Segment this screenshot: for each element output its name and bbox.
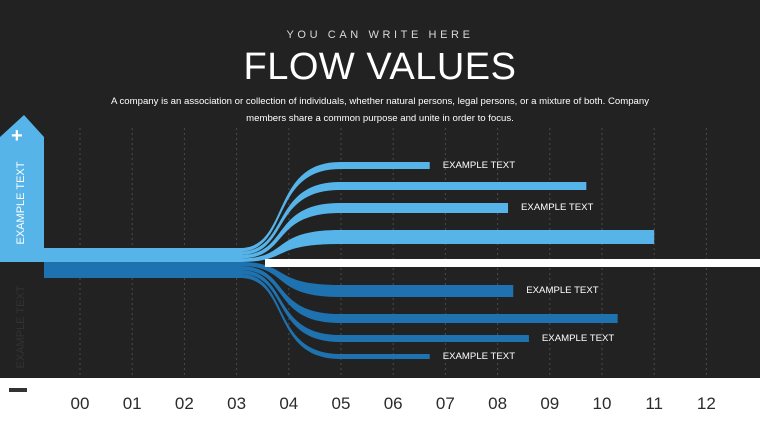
upper-stream [240, 182, 587, 255]
lower-trunk [44, 262, 242, 278]
axis-tick-label: 03 [227, 394, 247, 413]
grid-lines [79, 128, 707, 378]
lower-side-label: EXAMPLE TEXT [15, 285, 27, 369]
lower-stream-label: EXAMPLE TEXT [442, 350, 516, 362]
upper-stream [240, 230, 655, 262]
axis-tick-label: 12 [696, 394, 716, 413]
description: A company is an association or collectio… [100, 93, 660, 127]
divider-line [265, 259, 760, 267]
axis-tick-label: 00 [70, 394, 90, 413]
lower-stream [240, 266, 618, 323]
lower-stream [240, 274, 430, 359]
upper-trunk [44, 248, 242, 262]
upper-side-tab [0, 115, 44, 262]
upper-side-label: EXAMPLE TEXT [15, 161, 27, 245]
description-line-2: members share a common purpose and unite… [246, 113, 514, 124]
axis-tick-label: 11 [645, 394, 664, 413]
axis-tick-label: 09 [540, 394, 560, 413]
upper-streams [44, 162, 655, 262]
axis-tick-label: 05 [331, 394, 351, 413]
axis-tick-label: 04 [279, 394, 299, 413]
axis-tick-label: 06 [383, 394, 403, 413]
lower-stream [240, 262, 514, 297]
plus-icon: + [11, 125, 23, 147]
upper-stream [240, 203, 509, 259]
axis-tick-label: 10 [592, 394, 612, 413]
minus-icon [9, 388, 27, 392]
axis-tick-label: 07 [435, 394, 455, 413]
kicker-text: YOU CAN WRITE HERE [286, 29, 474, 41]
description-line-1: A company is an association or collectio… [110, 96, 650, 107]
upper-stream-label: EXAMPLE TEXT [442, 159, 516, 171]
axis-tick-label: 01 [122, 394, 142, 413]
axis-tick-label: 08 [488, 394, 508, 413]
lower-streams [44, 262, 618, 359]
upper-stream [240, 162, 430, 252]
axis-tick-label: 02 [174, 394, 194, 413]
upper-stream-label: EXAMPLE TEXT [521, 202, 594, 213]
page-title: FLOW VALUES [243, 46, 517, 88]
lower-stream-label: EXAMPLE TEXT [526, 285, 599, 296]
axis-bar [0, 378, 760, 428]
lower-stream-label: EXAMPLE TEXT [541, 332, 615, 344]
